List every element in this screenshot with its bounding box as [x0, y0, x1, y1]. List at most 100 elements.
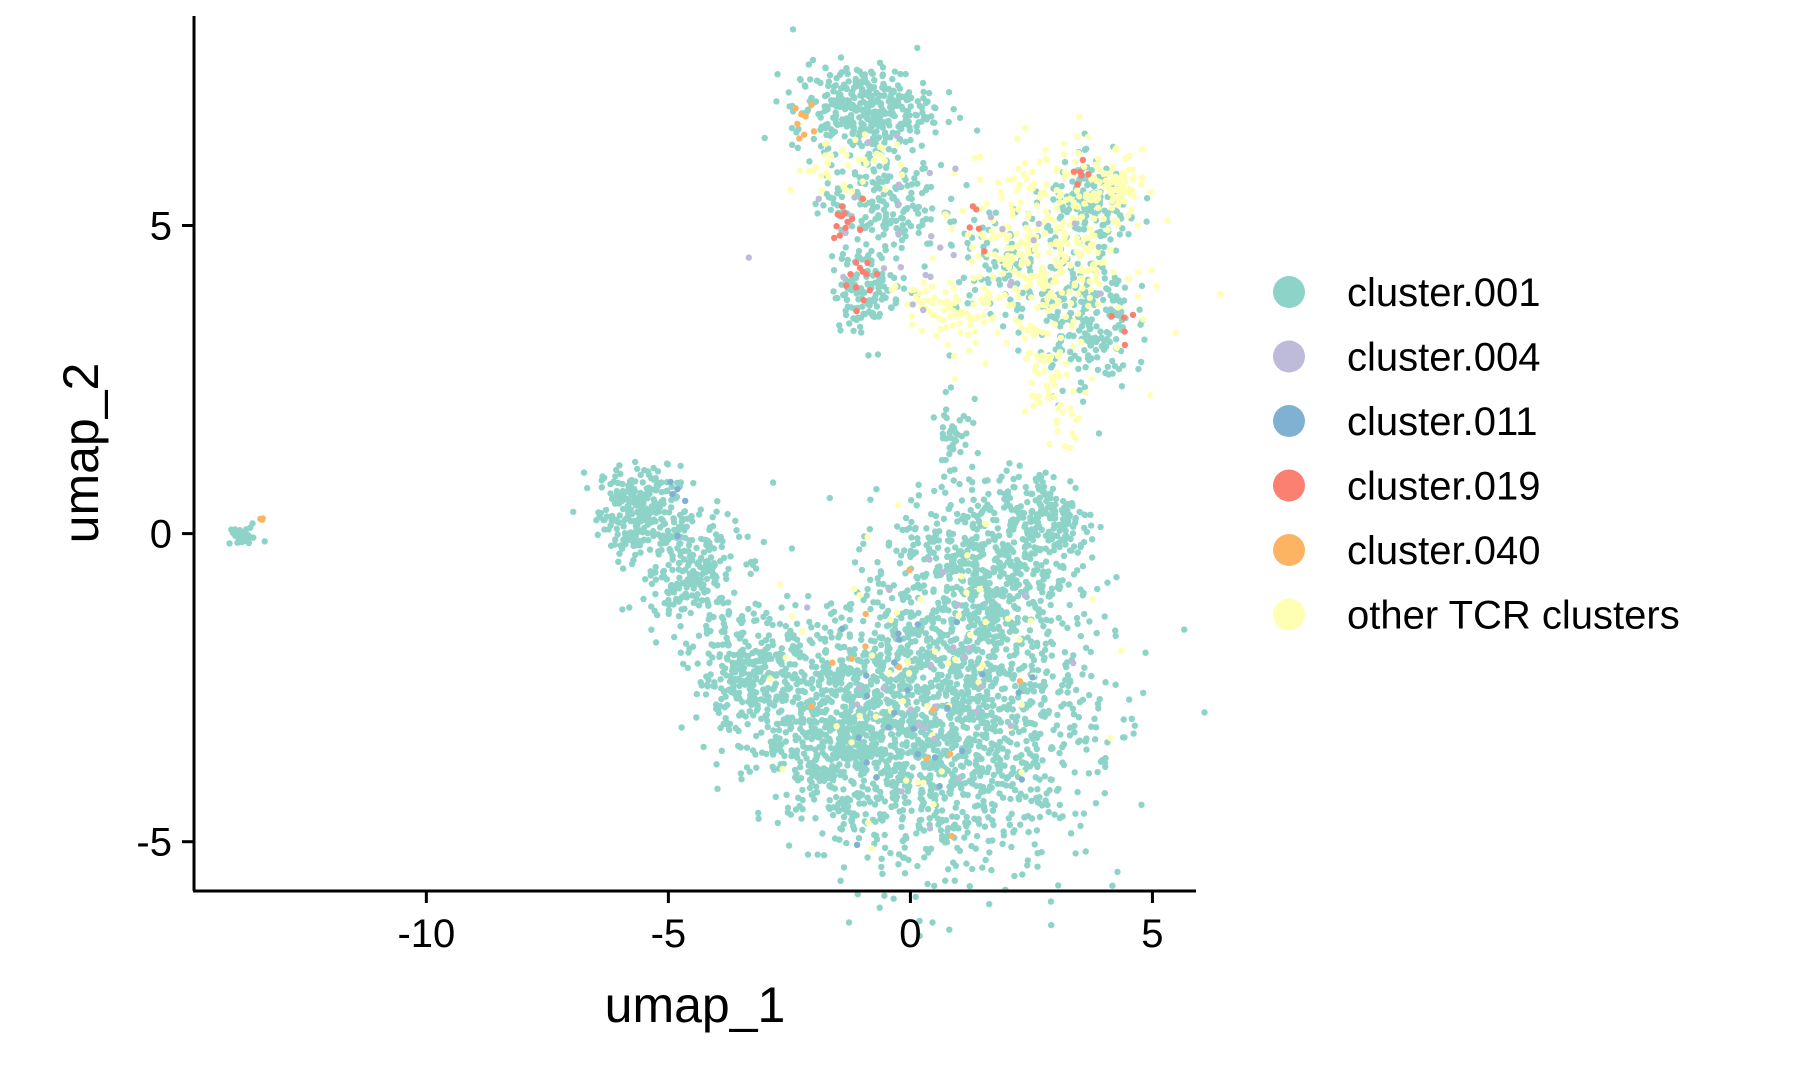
data-point [247, 524, 254, 531]
data-point [1087, 225, 1094, 233]
data-point [704, 600, 712, 607]
data-point [983, 712, 990, 719]
data-point [788, 752, 795, 760]
data-point [948, 434, 955, 442]
data-point [759, 749, 766, 756]
data-point [769, 638, 776, 645]
data-point [867, 96, 875, 104]
data-point [837, 644, 844, 651]
data-point [743, 764, 751, 771]
data-point [868, 69, 875, 76]
data-point [801, 82, 808, 89]
data-point [1107, 292, 1114, 299]
data-point [1022, 521, 1029, 528]
data-point [729, 659, 736, 666]
data-point [676, 574, 683, 581]
data-point [843, 296, 851, 303]
data-point [1073, 614, 1081, 622]
data-point [882, 749, 889, 757]
data-point [854, 657, 861, 664]
data-point [693, 595, 700, 603]
data-point [851, 714, 858, 721]
data-point [1126, 274, 1133, 282]
data-point [905, 89, 913, 96]
data-point [881, 92, 888, 99]
data-point [645, 537, 652, 544]
data-point [909, 147, 916, 154]
data-point [849, 696, 856, 703]
data-point [995, 179, 1002, 186]
data-point [1007, 579, 1014, 586]
data-point [846, 633, 853, 640]
data-point [739, 698, 746, 706]
data-point [885, 656, 892, 663]
data-point [861, 662, 868, 670]
data-point [639, 507, 646, 515]
data-point [983, 720, 990, 727]
data-point [982, 262, 989, 269]
data-point [973, 751, 980, 759]
data-point [836, 103, 844, 111]
data-point [645, 471, 653, 478]
data-point [822, 121, 829, 129]
data-point [843, 839, 850, 847]
data-point [907, 547, 914, 554]
data-point [895, 774, 902, 781]
data-point [896, 85, 904, 92]
data-point [682, 534, 689, 542]
data-point [1087, 204, 1094, 211]
data-point [726, 720, 734, 728]
data-point [834, 190, 841, 197]
data-point [689, 643, 697, 650]
data-point [820, 852, 828, 859]
data-point [983, 239, 991, 246]
data-point [1045, 249, 1053, 256]
data-point [965, 567, 972, 575]
data-point [1048, 921, 1055, 929]
data-point [838, 738, 845, 745]
data-point [854, 891, 861, 898]
data-point [949, 726, 956, 733]
data-point [695, 558, 702, 566]
data-point [622, 541, 629, 548]
data-point [984, 477, 991, 484]
data-point [1001, 291, 1008, 299]
data-point [1036, 494, 1044, 501]
data-point [858, 636, 865, 643]
data-point [706, 542, 713, 549]
data-point [936, 528, 943, 535]
data-point [991, 258, 998, 266]
data-point [725, 726, 733, 733]
data-point [870, 703, 878, 710]
data-point [877, 102, 885, 109]
data-point [891, 767, 899, 775]
data-point [630, 556, 637, 564]
data-point [819, 743, 827, 751]
data-point [1008, 729, 1016, 736]
data-point [1081, 384, 1089, 391]
data-point [688, 513, 695, 520]
data-point [1063, 208, 1071, 216]
data-point [764, 723, 771, 731]
data-point [1059, 516, 1067, 523]
data-point [1027, 786, 1035, 793]
data-point [808, 727, 816, 734]
data-point [1017, 821, 1024, 828]
data-point [1013, 649, 1020, 657]
data-point [912, 626, 919, 634]
data-point [924, 695, 932, 702]
data-point [875, 214, 882, 221]
data-point [960, 791, 967, 798]
data-point [988, 683, 996, 690]
data-point [996, 744, 1003, 751]
data-point [844, 803, 851, 811]
data-point [918, 694, 925, 701]
data-point [945, 866, 952, 873]
data-point [900, 285, 908, 292]
data-point [1076, 387, 1083, 394]
data-point [930, 639, 937, 646]
data-point [870, 696, 878, 703]
data-point [1000, 562, 1007, 570]
data-point [1031, 246, 1039, 253]
data-point [691, 581, 699, 588]
